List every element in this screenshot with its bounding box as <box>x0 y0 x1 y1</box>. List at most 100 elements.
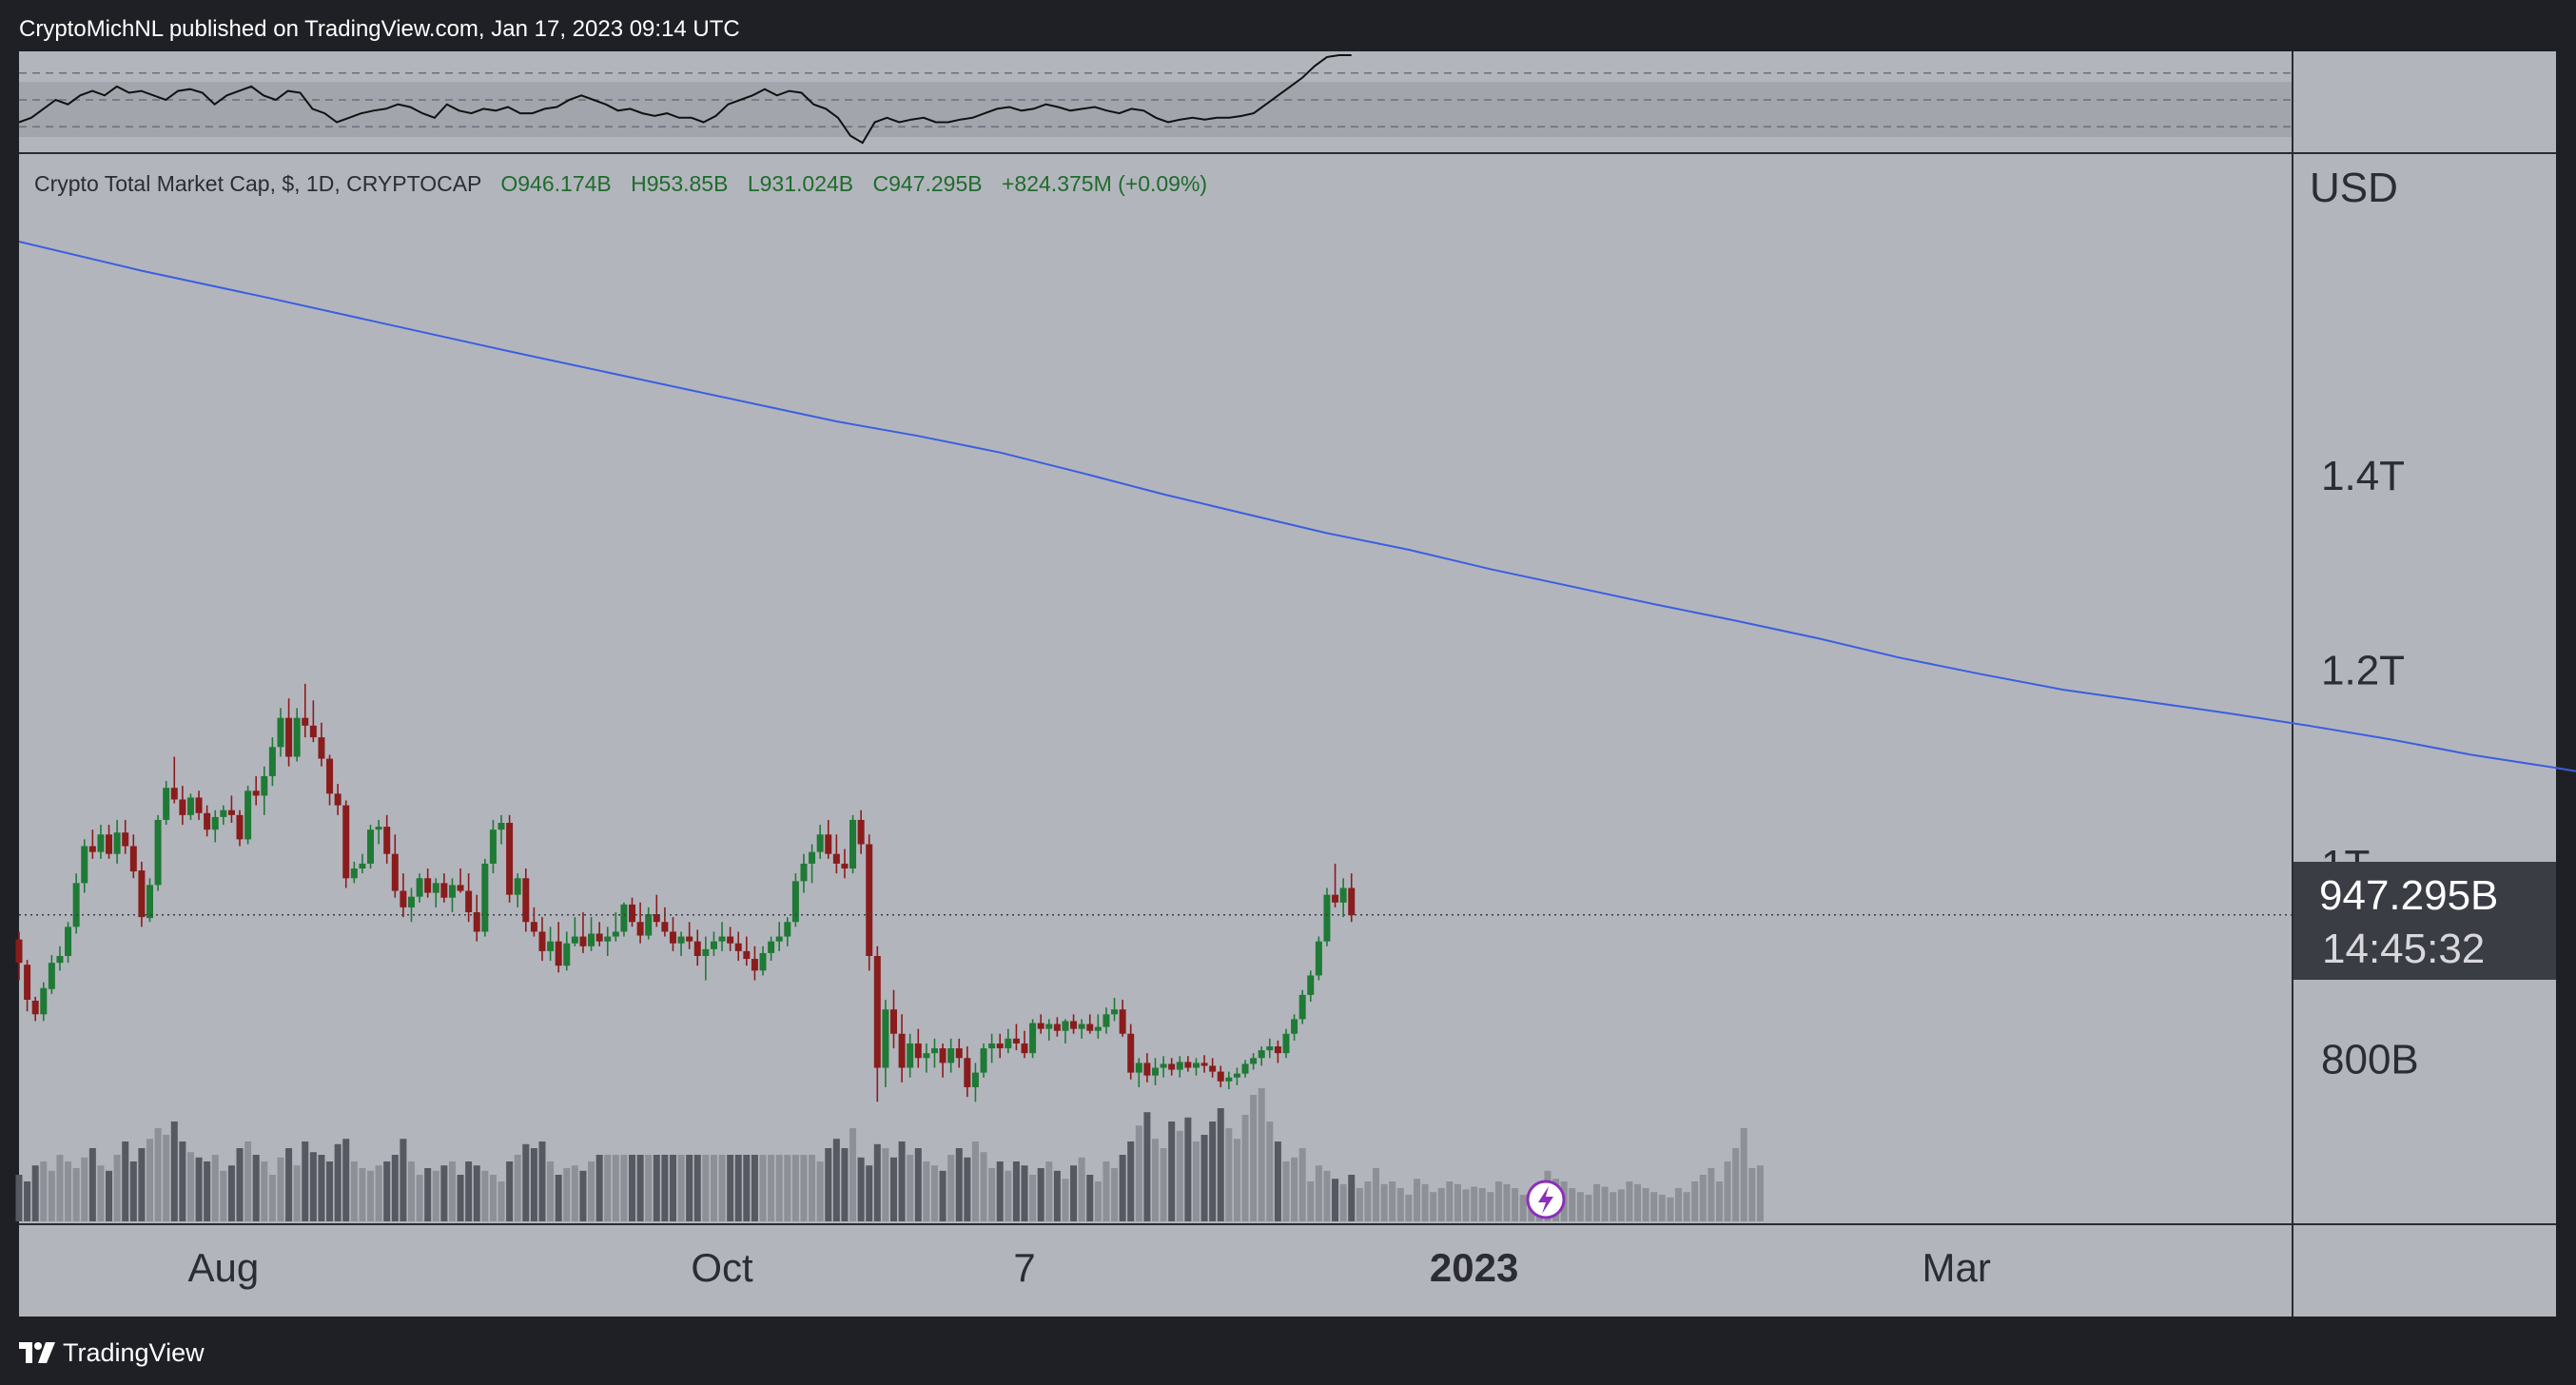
candle-body <box>416 878 423 897</box>
candle-body <box>930 1048 938 1054</box>
volume-bar <box>1332 1179 1339 1221</box>
main-pane-bg[interactable] <box>19 154 2292 1223</box>
candle-body <box>334 793 342 806</box>
volume-bar <box>1200 1135 1208 1221</box>
volume-bar <box>1184 1117 1192 1221</box>
candle-body <box>481 863 489 932</box>
candle-body <box>424 878 432 893</box>
volume-bar <box>1127 1141 1135 1221</box>
candle-body <box>342 805 350 879</box>
volume-bar <box>1380 1183 1388 1221</box>
volume-bar <box>980 1152 987 1221</box>
volume-bar <box>1430 1192 1437 1221</box>
volume-bar <box>65 1161 72 1221</box>
volume-bar <box>1053 1170 1061 1221</box>
candlesticks <box>15 683 1356 1102</box>
candle-body <box>309 725 317 738</box>
volume-bar <box>857 1157 865 1221</box>
candle-body <box>261 775 268 796</box>
volume-bar <box>882 1148 889 1221</box>
volume-bar <box>964 1157 971 1221</box>
volume-bar <box>220 1170 227 1221</box>
volume-bar <box>1503 1183 1511 1221</box>
volume-bar <box>1462 1189 1470 1221</box>
price-axis-bg[interactable] <box>2293 154 2556 1223</box>
volume-bar <box>1094 1181 1102 1221</box>
volume-bar <box>661 1155 669 1221</box>
volume-bar <box>146 1139 153 1221</box>
currency-label[interactable]: USD <box>2310 165 2398 211</box>
candle-body <box>588 933 595 946</box>
candle-body <box>832 853 840 864</box>
lightning-icon[interactable] <box>1526 1180 1566 1219</box>
volume-bar <box>1135 1125 1142 1221</box>
volume-bar <box>1446 1181 1454 1221</box>
volume-bar <box>1152 1139 1159 1221</box>
volume-bar <box>1192 1141 1200 1221</box>
candle-body <box>964 1058 971 1087</box>
volume-bar <box>1389 1181 1396 1221</box>
volume-bar <box>1691 1181 1699 1221</box>
volume-bar <box>636 1155 644 1221</box>
candle-body <box>718 936 726 942</box>
candle-body <box>1250 1058 1258 1064</box>
volume-bar <box>106 1170 113 1221</box>
volume-bar <box>841 1148 849 1221</box>
volume-bar <box>612 1155 619 1221</box>
volume-bar <box>1674 1188 1682 1221</box>
candle-body <box>677 936 685 944</box>
volume-bar <box>1634 1183 1642 1221</box>
volume-bar <box>309 1152 317 1221</box>
volume-bar <box>1274 1141 1281 1221</box>
volume-bar <box>1266 1122 1274 1221</box>
candle-body <box>571 936 578 944</box>
candle-body <box>538 931 546 951</box>
candle-body <box>686 936 693 942</box>
candle-body <box>326 758 334 794</box>
volume-bar <box>595 1155 603 1221</box>
candle-body <box>759 952 767 971</box>
volume-bar <box>350 1161 358 1221</box>
volume-bar <box>1291 1157 1298 1221</box>
volume-bar <box>1617 1189 1625 1221</box>
volume-bar <box>342 1139 350 1221</box>
candle-body <box>81 846 88 884</box>
candle-body <box>1135 1063 1142 1073</box>
volume-bar <box>530 1148 537 1221</box>
volume-bar <box>825 1148 832 1221</box>
volume-bar <box>1658 1195 1666 1221</box>
volume-bar <box>1512 1188 1519 1221</box>
candle-body <box>227 810 235 815</box>
countdown-label: 14:45:32 <box>2322 926 2485 972</box>
volume-bar <box>677 1155 685 1221</box>
candle-body <box>980 1048 987 1073</box>
volume-bars <box>15 1088 1764 1221</box>
candle-body <box>383 827 391 854</box>
volume-bar <box>1078 1157 1085 1221</box>
time-axis-bg[interactable] <box>19 1225 2292 1317</box>
candle-body <box>407 896 415 907</box>
candle-body <box>1209 1065 1217 1072</box>
volume-bar <box>1086 1175 1094 1221</box>
candle-body <box>1111 1009 1119 1015</box>
candle-body <box>873 956 881 1068</box>
candle-body <box>1323 894 1331 942</box>
candle-body <box>1200 1063 1208 1066</box>
volume-bar <box>383 1161 391 1221</box>
candle-body <box>1160 1063 1167 1068</box>
candle-body <box>522 878 530 923</box>
candle-body <box>367 829 375 864</box>
candle-body <box>506 823 514 895</box>
volume-bar <box>204 1161 211 1221</box>
candle-body <box>350 868 358 879</box>
candle-body <box>1298 994 1306 1020</box>
candle-body <box>669 931 676 944</box>
tradingview-logo[interactable]: TradingView <box>19 1336 205 1370</box>
volume-bar <box>1339 1183 1347 1221</box>
oscillator-axis-bg[interactable] <box>2293 51 2556 152</box>
candle-body <box>1062 1021 1069 1031</box>
volume-bar <box>832 1139 840 1221</box>
volume-bar <box>1209 1122 1217 1221</box>
volume-bar <box>326 1161 334 1221</box>
